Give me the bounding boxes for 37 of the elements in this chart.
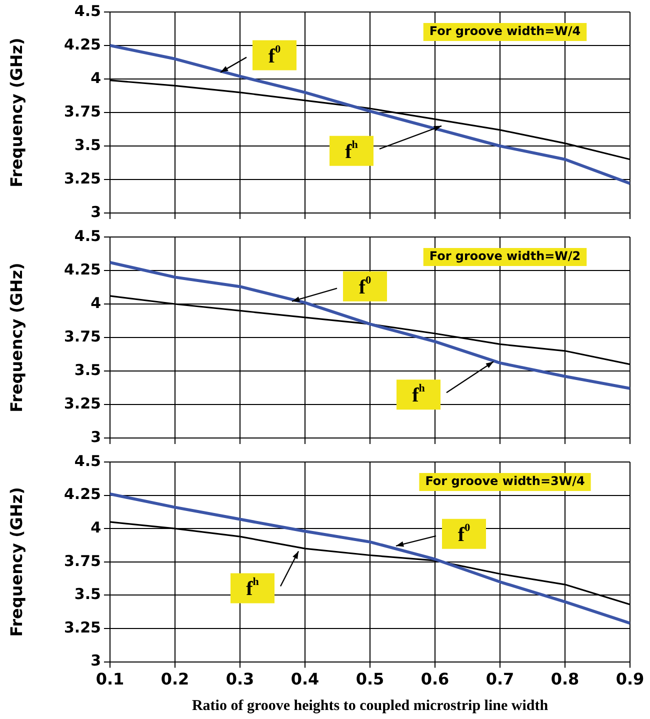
annotation: For groove width=W/4 (429, 24, 581, 38)
y-tick-label: 3 (90, 652, 101, 670)
y-tick-label: 3.5 (74, 360, 101, 379)
y-tick-label: 4.5 (74, 2, 101, 20)
y-tick-label: 3.25 (64, 169, 101, 188)
y-tick-label: 4 (90, 68, 101, 87)
x-axis-title: Ratio of groove heights to coupled microstrip line width (192, 698, 549, 714)
y-tick-label: 3.75 (64, 102, 101, 120)
y-axis-title: Frequency (GHz) (6, 262, 26, 412)
y-tick-label: 4.25 (64, 35, 101, 54)
y-tick-label: 3.5 (74, 136, 101, 154)
x-tick-label: 0.7 (486, 670, 514, 689)
y-tick-label: 4.25 (64, 260, 101, 278)
y-axis-title: Frequency (GHz) (6, 38, 26, 188)
x-tick-label: 0.8 (550, 670, 580, 689)
x-tick-label: 0.3 (226, 670, 254, 689)
y-tick-label: 3.25 (64, 394, 101, 412)
y-tick-label: 3 (90, 428, 101, 446)
y-tick-label: 4 (90, 294, 101, 312)
x-tick-label: 0.4 (290, 670, 320, 689)
annotation: For groove width=3W/4 (425, 474, 585, 488)
y-axis-title: Frequency (GHz) (6, 487, 26, 637)
y-tick-label: 3.75 (64, 552, 101, 570)
x-tick-label: 0.1 (96, 670, 124, 689)
y-tick-label: 3 (90, 202, 101, 221)
y-tick-label: 4.5 (74, 226, 101, 245)
y-tick-label: 3.5 (74, 585, 101, 604)
x-tick-label: 0.2 (160, 670, 190, 689)
x-tick-label: 0.5 (356, 670, 384, 689)
y-tick-label: 3.75 (64, 327, 101, 346)
y-tick-label: 4 (90, 518, 101, 536)
x-tick-label: 0.9 (616, 670, 644, 689)
y-tick-label: 3.25 (64, 618, 101, 636)
x-tick-label: 0.6 (420, 670, 450, 689)
y-tick-label: 4.25 (64, 485, 101, 504)
y-tick-label: 4.5 (74, 452, 101, 470)
annotation: For groove width=W/2 (429, 249, 581, 264)
